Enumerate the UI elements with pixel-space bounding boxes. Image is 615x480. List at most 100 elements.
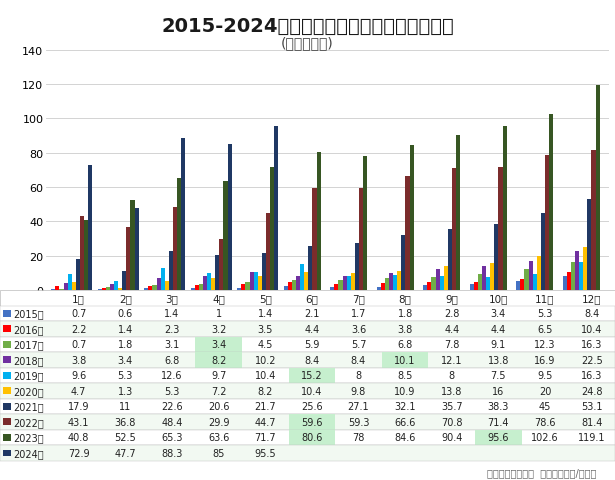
Bar	[245, 283, 250, 290]
Bar	[258, 276, 262, 290]
Bar	[363, 156, 367, 290]
Bar	[0, 352, 615, 368]
Bar	[583, 248, 587, 290]
Bar	[215, 255, 220, 290]
Text: 0.7: 0.7	[71, 340, 86, 349]
Bar	[211, 278, 215, 290]
Text: 8: 8	[355, 371, 362, 381]
Bar	[284, 287, 288, 290]
Text: 59.3: 59.3	[347, 417, 369, 427]
Bar	[567, 273, 571, 290]
Text: 71.7: 71.7	[255, 432, 276, 443]
Bar	[3, 419, 11, 426]
Text: 2.8: 2.8	[444, 309, 459, 319]
Bar	[595, 86, 600, 290]
Bar	[448, 229, 452, 290]
Bar	[0, 322, 615, 337]
Bar	[359, 189, 363, 290]
Text: 1.4: 1.4	[164, 309, 180, 319]
Text: 16.9: 16.9	[534, 355, 556, 365]
Text: 85: 85	[212, 448, 224, 458]
Bar	[250, 273, 253, 290]
Text: 27.1: 27.1	[347, 402, 369, 411]
Text: 10.9: 10.9	[394, 386, 416, 396]
Text: 72.9: 72.9	[68, 448, 89, 458]
Bar	[106, 288, 110, 290]
Text: 6月: 6月	[306, 293, 319, 303]
Text: 9.7: 9.7	[211, 371, 226, 381]
Bar	[0, 368, 615, 384]
Bar	[102, 288, 106, 290]
Text: 9.5: 9.5	[538, 371, 553, 381]
Text: 15.2: 15.2	[301, 371, 323, 381]
Bar	[288, 430, 335, 445]
Text: 80.6: 80.6	[301, 432, 322, 443]
Bar	[274, 127, 278, 290]
Text: 8.2: 8.2	[258, 386, 273, 396]
Bar	[114, 281, 118, 290]
Bar	[157, 279, 161, 290]
Bar	[169, 252, 173, 290]
Bar	[55, 287, 60, 290]
Bar	[3, 372, 11, 379]
Bar	[452, 169, 456, 290]
Bar	[288, 368, 335, 384]
Text: 6.8: 6.8	[164, 355, 180, 365]
Bar	[435, 270, 440, 290]
Bar	[3, 357, 11, 363]
Bar	[520, 279, 525, 290]
Text: 7.5: 7.5	[491, 371, 506, 381]
Text: 5.7: 5.7	[351, 340, 367, 349]
Text: 48.4: 48.4	[161, 417, 183, 427]
Bar	[266, 214, 270, 290]
Text: 70.8: 70.8	[441, 417, 462, 427]
Bar	[68, 274, 72, 290]
Text: 2015年: 2015年	[14, 309, 44, 319]
Text: 88.3: 88.3	[161, 448, 183, 458]
Bar	[335, 284, 338, 290]
Text: 8.4: 8.4	[351, 355, 366, 365]
Bar	[296, 276, 300, 290]
Text: 52.5: 52.5	[114, 432, 136, 443]
Bar	[432, 277, 435, 290]
Text: 3.6: 3.6	[351, 324, 366, 334]
Text: 71.4: 71.4	[488, 417, 509, 427]
Bar	[173, 207, 177, 290]
Bar	[317, 152, 320, 290]
Bar	[161, 269, 165, 290]
Bar	[0, 399, 615, 414]
Bar	[470, 285, 474, 290]
Text: 6.8: 6.8	[397, 340, 413, 349]
Bar	[525, 269, 528, 290]
Bar	[288, 414, 335, 430]
Text: 0.6: 0.6	[117, 309, 133, 319]
Text: 10.4: 10.4	[301, 386, 322, 396]
Text: 47.7: 47.7	[114, 448, 136, 458]
Bar	[270, 168, 274, 290]
Bar	[207, 274, 211, 290]
Bar	[0, 414, 615, 430]
Text: 3.5: 3.5	[258, 324, 273, 334]
Text: 3.8: 3.8	[71, 355, 86, 365]
Text: 90.4: 90.4	[441, 432, 462, 443]
Text: 65.3: 65.3	[161, 432, 183, 443]
Text: 43.1: 43.1	[68, 417, 89, 427]
Bar	[444, 267, 448, 290]
Text: 9月: 9月	[445, 293, 458, 303]
Bar	[389, 273, 393, 290]
Bar	[122, 272, 127, 290]
Bar	[482, 267, 486, 290]
Bar	[191, 288, 195, 290]
Text: 9.1: 9.1	[491, 340, 506, 349]
Bar	[98, 289, 102, 290]
Bar	[486, 277, 490, 290]
Text: 63.6: 63.6	[208, 432, 229, 443]
Text: 1.8: 1.8	[397, 309, 413, 319]
Text: 59.6: 59.6	[301, 417, 323, 427]
Text: 102.6: 102.6	[531, 432, 559, 443]
Text: 4.4: 4.4	[444, 324, 459, 334]
Text: 10.2: 10.2	[255, 355, 276, 365]
Text: 11月: 11月	[535, 293, 555, 303]
Bar	[130, 201, 135, 290]
Text: 95.5: 95.5	[255, 448, 276, 458]
